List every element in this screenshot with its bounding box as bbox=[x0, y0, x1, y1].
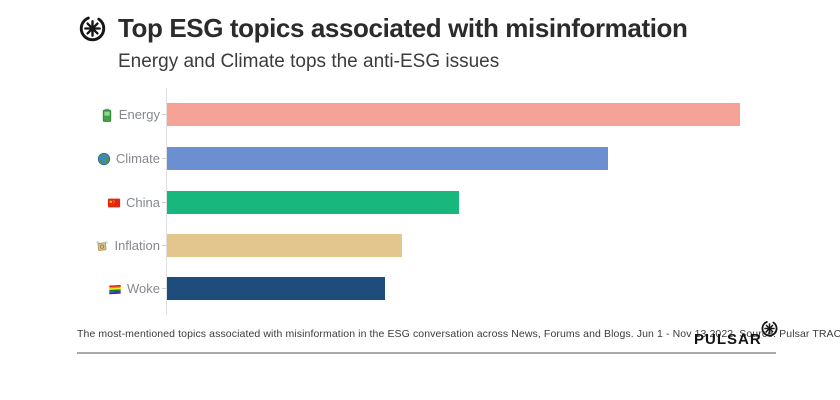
globe-icon bbox=[97, 152, 111, 165]
category-label: Woke bbox=[0, 277, 160, 300]
category-label: Climate bbox=[0, 147, 160, 170]
axis-tick bbox=[162, 158, 166, 159]
bar-china bbox=[167, 191, 459, 214]
category-label-text: Inflation bbox=[114, 238, 160, 253]
pulsar-asterisk-icon bbox=[761, 320, 778, 337]
china-flag-icon bbox=[107, 198, 121, 207]
page-title: Top ESG topics associated with misinform… bbox=[118, 13, 688, 43]
category-label-text: Woke bbox=[127, 281, 160, 296]
category-label-text: Energy bbox=[118, 107, 160, 122]
category-label-text: Climate bbox=[115, 151, 160, 166]
category-label-text: China bbox=[126, 195, 160, 210]
money-with-wings-icon bbox=[96, 240, 109, 251]
category-label: Inflation bbox=[0, 234, 160, 257]
bar-woke bbox=[167, 277, 385, 300]
source-note: The most-mentioned topics associated wit… bbox=[77, 328, 840, 340]
bottom-divider bbox=[77, 352, 776, 354]
bar-climate bbox=[167, 147, 608, 170]
category-label: China bbox=[0, 191, 160, 214]
battery-icon bbox=[102, 108, 111, 122]
pulsar-logo: PULSAR bbox=[694, 320, 778, 348]
bar-energy bbox=[167, 103, 740, 126]
category-label: Energy bbox=[0, 103, 160, 126]
bar-inflation bbox=[167, 234, 402, 257]
page-subtitle: Energy and Climate tops the anti-ESG iss… bbox=[118, 51, 500, 72]
axis-tick bbox=[162, 245, 166, 246]
y-axis-line bbox=[166, 88, 167, 315]
pulsar-asterisk-icon bbox=[79, 15, 106, 42]
pulsar-wordmark: PULSAR bbox=[694, 331, 762, 348]
rainbow-flag-icon bbox=[109, 284, 121, 294]
axis-tick bbox=[162, 114, 166, 115]
axis-tick bbox=[162, 288, 166, 289]
axis-tick bbox=[162, 202, 166, 203]
